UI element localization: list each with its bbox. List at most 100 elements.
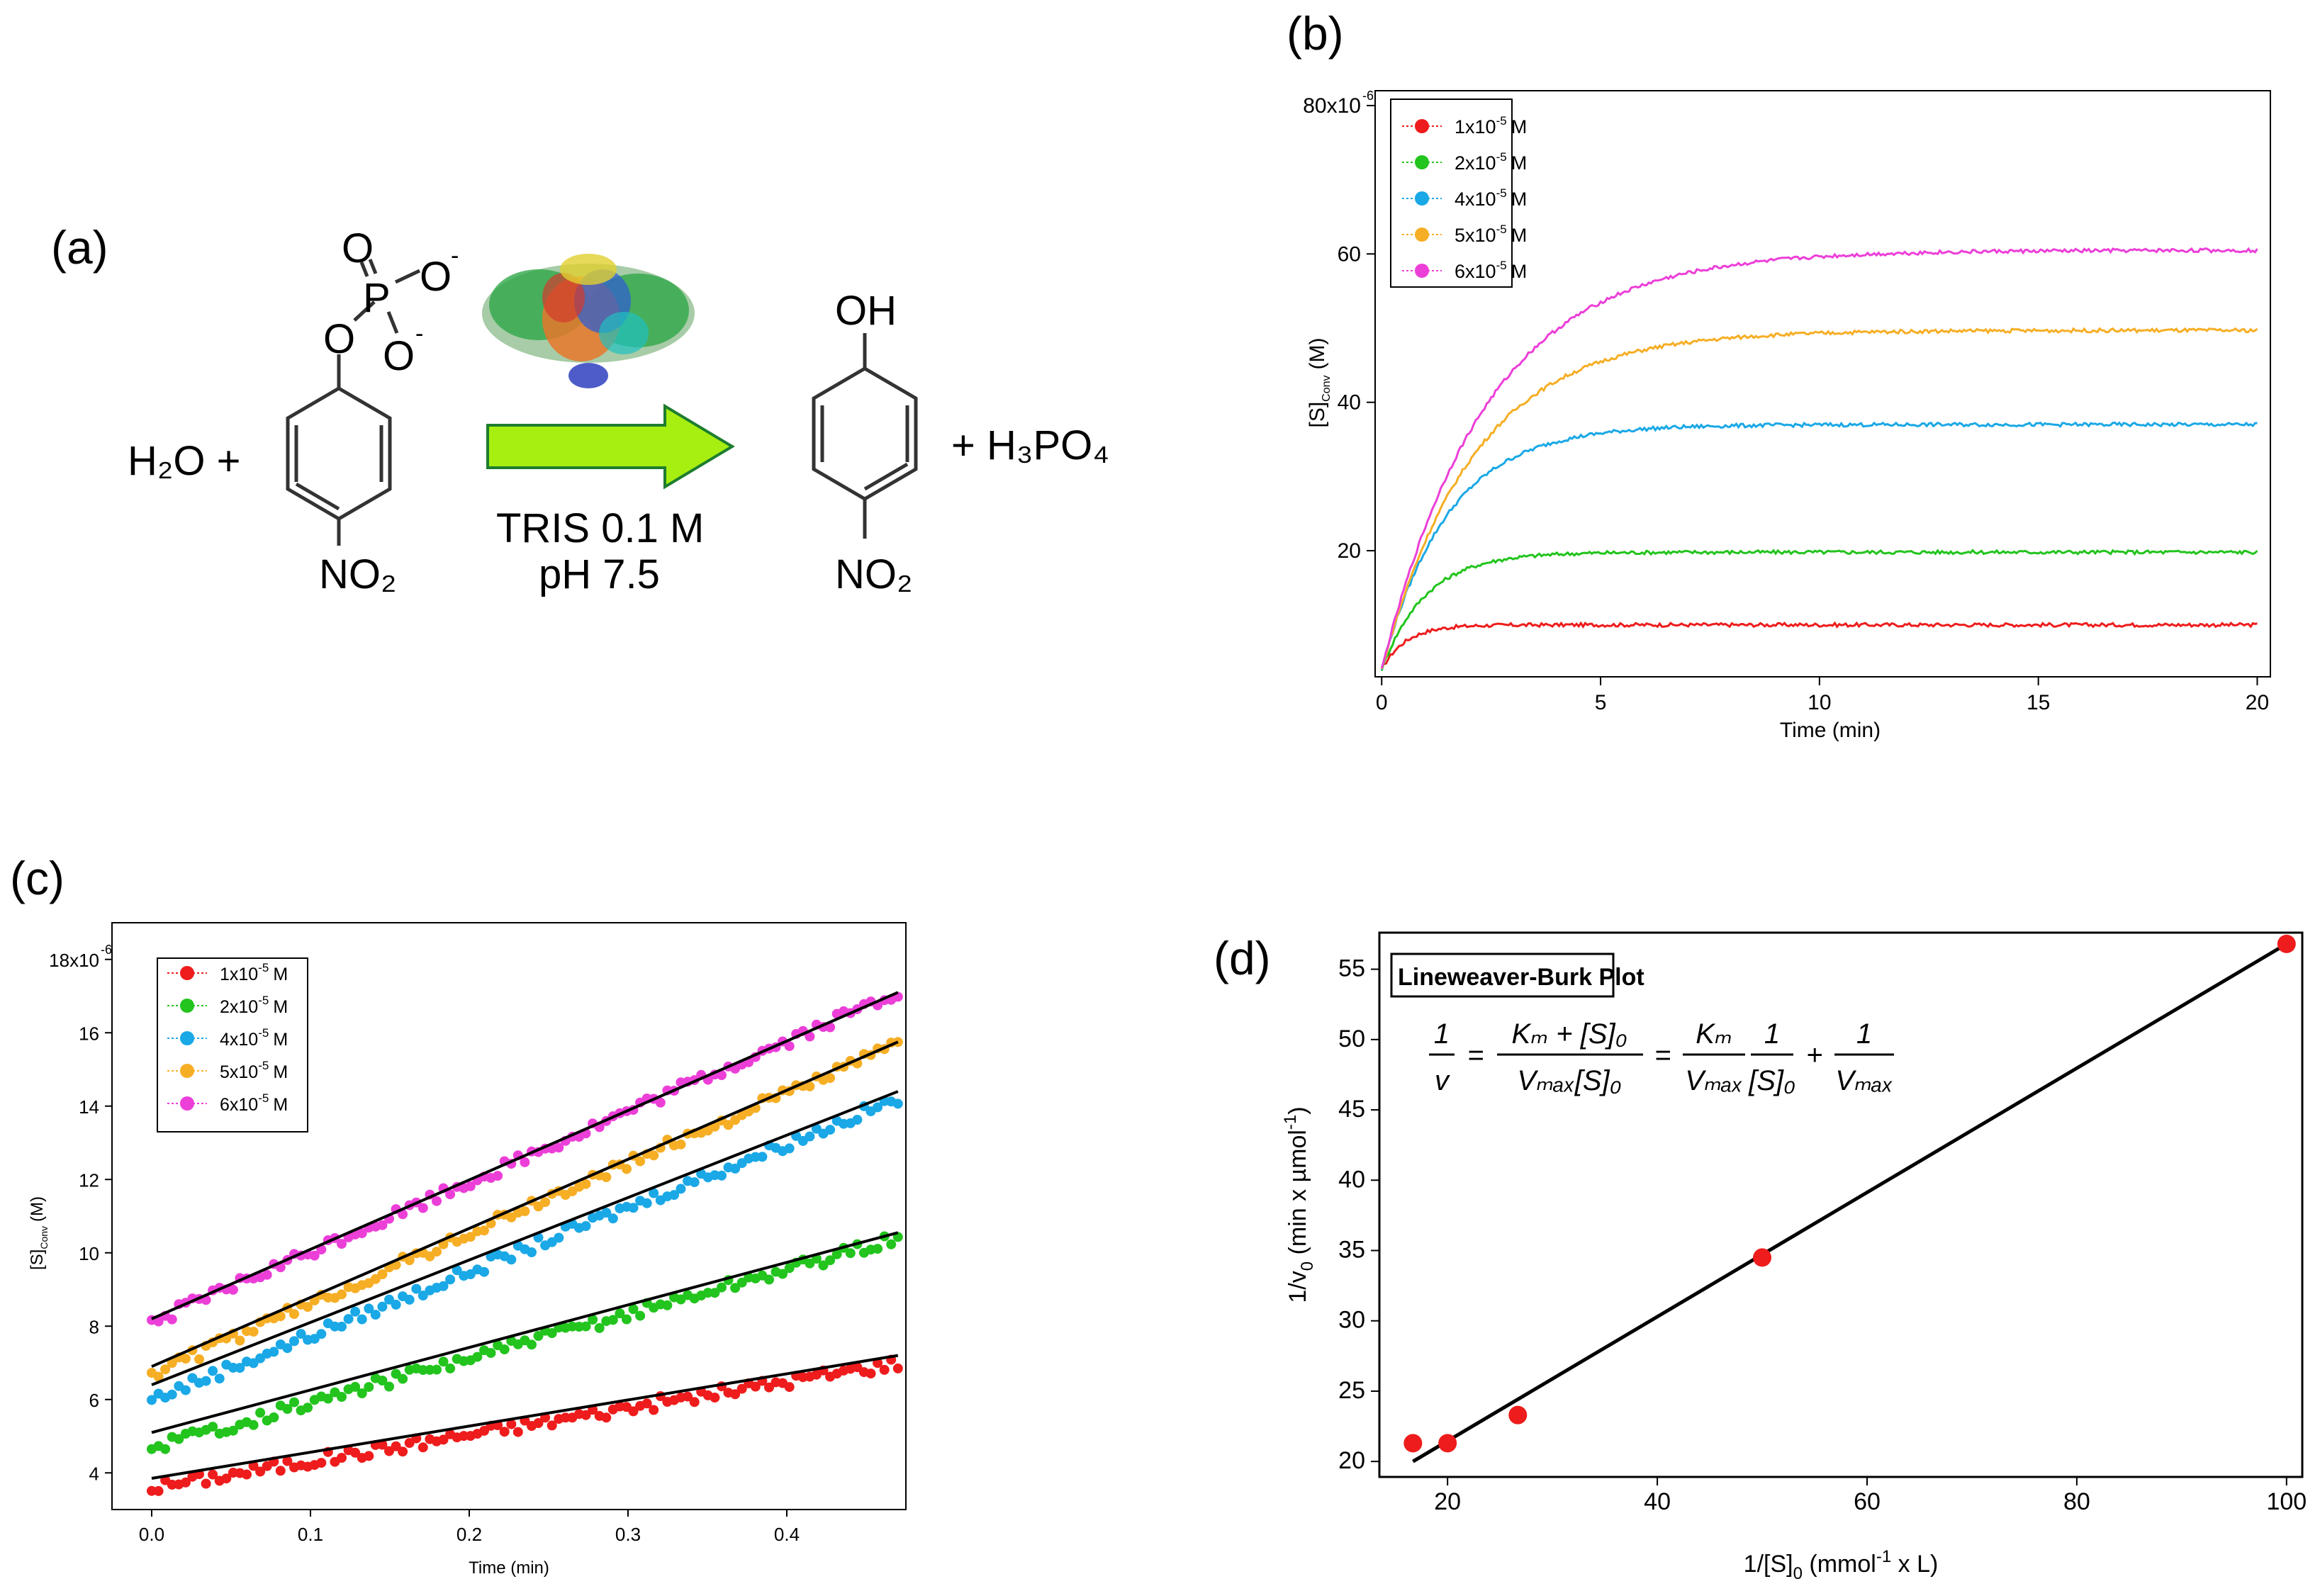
panel-c-data-point — [180, 1477, 191, 1488]
panel-c-data-point — [689, 1177, 700, 1188]
panel-c-data-point — [750, 1381, 761, 1392]
panel-c-y-tick-label: 16 — [79, 1023, 99, 1044]
panel-c-legend-label: 4x10-5 M — [220, 1026, 288, 1050]
panel-c-y-label-main: [S] — [28, 1249, 47, 1270]
panel-c-data-point — [499, 1344, 510, 1354]
panel-c-data-point — [174, 1434, 184, 1444]
panel-c-data-point — [282, 1343, 293, 1354]
panel-c-data-point — [479, 1266, 489, 1277]
panel-b-x-tick-label: 0 — [1376, 691, 1388, 714]
eq-lhs-den: v — [1435, 1065, 1450, 1096]
panel-c-data-point — [160, 1444, 171, 1454]
product-benzene-ring — [812, 366, 918, 501]
water-reactant: H₂O + — [128, 438, 241, 484]
panel-c-x-label: Time (min) — [469, 1558, 549, 1578]
panel-c-data-point — [194, 1354, 204, 1364]
panel-b-y-tick-label: 20 — [1338, 539, 1361, 563]
panel-b-series-line — [1380, 421, 2258, 670]
panel-c-data-point — [581, 1179, 591, 1189]
panel-c-data-point — [527, 1247, 537, 1257]
panel-c-data-point — [784, 1263, 795, 1274]
reaction-arrow — [486, 403, 735, 490]
eq-plus: + — [1806, 1040, 1822, 1071]
panel-c-data-point — [377, 1376, 388, 1386]
panel-c-data-point — [607, 1315, 618, 1325]
panel-c-data-point — [615, 1308, 625, 1319]
panel-c-data-point — [825, 1125, 836, 1135]
panel-d-y-tick-label: 40 — [1338, 1166, 1365, 1193]
panel-b-series-line — [1380, 247, 2258, 669]
panel-d-data-point — [1403, 1434, 1423, 1453]
panel-c-data-point — [581, 1321, 591, 1332]
panel-c-data-point — [723, 1120, 734, 1130]
panel-d-x-tick-label: 80 — [2063, 1488, 2090, 1515]
panel-c-data-point — [879, 1364, 890, 1375]
panel-c-series — [147, 991, 903, 1496]
panel-c-data-point — [547, 1328, 557, 1338]
panel-d-x-label-a: 1/[S] — [1744, 1551, 1793, 1578]
panel-b-legend-label: 2x10-5 M — [1455, 150, 1527, 174]
panel-c-data-point — [445, 1363, 456, 1373]
panel-c-data-point — [180, 1385, 191, 1395]
eq-frac1-den: Vₘₐₓ[S]₀ — [1518, 1065, 1622, 1096]
panel-c-data-point — [873, 1244, 883, 1254]
eq-frac2-den: Vₘₐₓ — [1685, 1065, 1742, 1096]
panel-c-data-point — [641, 1398, 652, 1409]
svg-text:[S]Conv(M): [S]Conv (M) — [28, 1196, 50, 1270]
panel-b-legend: 1x10-5 M 2x10-5 M 4x10-5 M 5x10-5 M 6x10-5 M — [1390, 99, 1527, 288]
panel-d-y-label-d: -1 — [1281, 1115, 1300, 1130]
panel-c-data-point — [337, 1289, 347, 1300]
panel-c-data-point — [357, 1388, 367, 1398]
panel-c-data-point — [364, 1382, 374, 1393]
panel-c-data-point — [289, 1336, 299, 1347]
substrate-p-o-bond-2 — [386, 311, 399, 334]
panel-c-fit-line — [151, 991, 899, 1320]
panel-c-data-point — [438, 1434, 449, 1445]
panel-c-data-point — [730, 1389, 741, 1400]
panel-c-data-point — [601, 1172, 612, 1182]
panel-c-data-point — [235, 1363, 245, 1373]
panel-b-y-label-unit: (M) — [1306, 337, 1329, 369]
panel-b-legend-marker — [1415, 191, 1429, 206]
conditions-ph: pH 7.5 — [539, 551, 660, 597]
panel-d-data-point — [1438, 1434, 1457, 1453]
panel-c-data-point — [622, 1314, 632, 1325]
panel-c-data-point — [438, 1356, 449, 1367]
panel-b-x-tick-label: 10 — [1808, 691, 1831, 714]
panel-c-legend-marker — [180, 1031, 194, 1045]
panel-c-data-point — [350, 1447, 361, 1458]
panel-d-x-axis: 20 40 60 80 100 — [1434, 1477, 2307, 1515]
panel-c-data-point — [384, 1294, 394, 1305]
panel-c-data-point — [649, 1188, 659, 1198]
panel-c-data-point — [628, 1304, 639, 1315]
panel-c-data-point — [886, 1239, 897, 1249]
panel-a-label: (a) — [51, 221, 108, 274]
substrate-p-o-double-1 — [359, 262, 369, 277]
panel-c-y-tick-label: 12 — [79, 1169, 99, 1191]
panel-b-x-tick-label: 20 — [2246, 691, 2269, 714]
panel-c-data-point — [384, 1381, 394, 1392]
substrate-charge-1: - — [451, 242, 459, 269]
panel-b-legend-marker — [1415, 227, 1429, 242]
panel-c-data-point — [282, 1404, 293, 1414]
panel-d-fit-line — [1412, 942, 2288, 1463]
panel-d-x-tick-label: 60 — [1854, 1488, 1881, 1515]
panel-c-data-point — [242, 1469, 252, 1480]
panel-c-data-point — [581, 1410, 591, 1420]
panel-b-y-tick-exponent: -6 — [1362, 89, 1374, 103]
panel-c-data-point — [391, 1299, 401, 1310]
panel-c-data-point — [147, 1395, 157, 1405]
panel-c-data-point — [533, 1331, 544, 1341]
panel-c-y-tick-exponent: -6 — [101, 943, 112, 957]
panel-c-data-point — [825, 1255, 836, 1266]
panel-c-data-point — [506, 1254, 517, 1265]
eq-frac3-num: 1 — [1764, 1018, 1780, 1050]
panel-b-y-label: [S]Conv (M) — [1306, 337, 1333, 427]
panel-c-data-point — [635, 1310, 646, 1321]
panel-c-data-point — [404, 1294, 415, 1305]
panel-c-legend-label: 1x10-5 M — [220, 961, 288, 984]
panel-c-data-point — [167, 1314, 177, 1325]
panel-d-y-tick-label: 45 — [1338, 1096, 1365, 1123]
panel-c-data-point — [669, 1190, 679, 1201]
